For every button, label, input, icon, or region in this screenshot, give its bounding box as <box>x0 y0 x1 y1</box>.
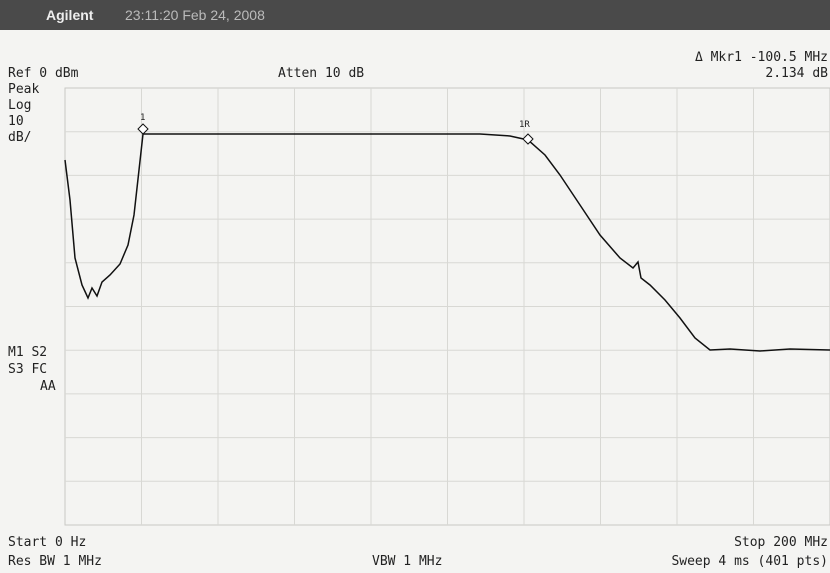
scale-value: 10 <box>8 114 24 129</box>
stop-freq: Stop 200 MHz <box>734 535 828 550</box>
reference: Ref 0 dBm <box>8 66 79 81</box>
brand: Agilent <box>46 7 94 23</box>
marker-label: 1 <box>140 113 145 123</box>
rbw: Res BW 1 MHz <box>8 554 102 569</box>
scale-unit: dB/ <box>8 130 31 145</box>
sweep: Sweep 4 ms (401 pts) <box>671 554 828 569</box>
marker-1r <box>522 133 534 145</box>
marker-readout: Δ Mkr1 -100.5 MHz <box>695 50 828 65</box>
title-bar <box>0 0 830 30</box>
status: S3 FC <box>8 362 47 377</box>
graticule <box>64 87 830 526</box>
detector: Peak <box>8 82 39 97</box>
timestamp: 23:11:20 Feb 24, 2008 <box>125 7 265 23</box>
vbw: VBW 1 MHz <box>372 554 442 569</box>
marker-label: 1R <box>519 120 530 130</box>
marker-1 <box>137 123 149 135</box>
status: M1 S2 <box>8 345 47 360</box>
marker-value: 2.134 dB <box>765 66 828 81</box>
status: AA <box>40 379 56 394</box>
scale-type: Log <box>8 98 31 113</box>
start-freq: Start 0 Hz <box>8 535 86 550</box>
attenuation: Atten 10 dB <box>278 66 364 81</box>
